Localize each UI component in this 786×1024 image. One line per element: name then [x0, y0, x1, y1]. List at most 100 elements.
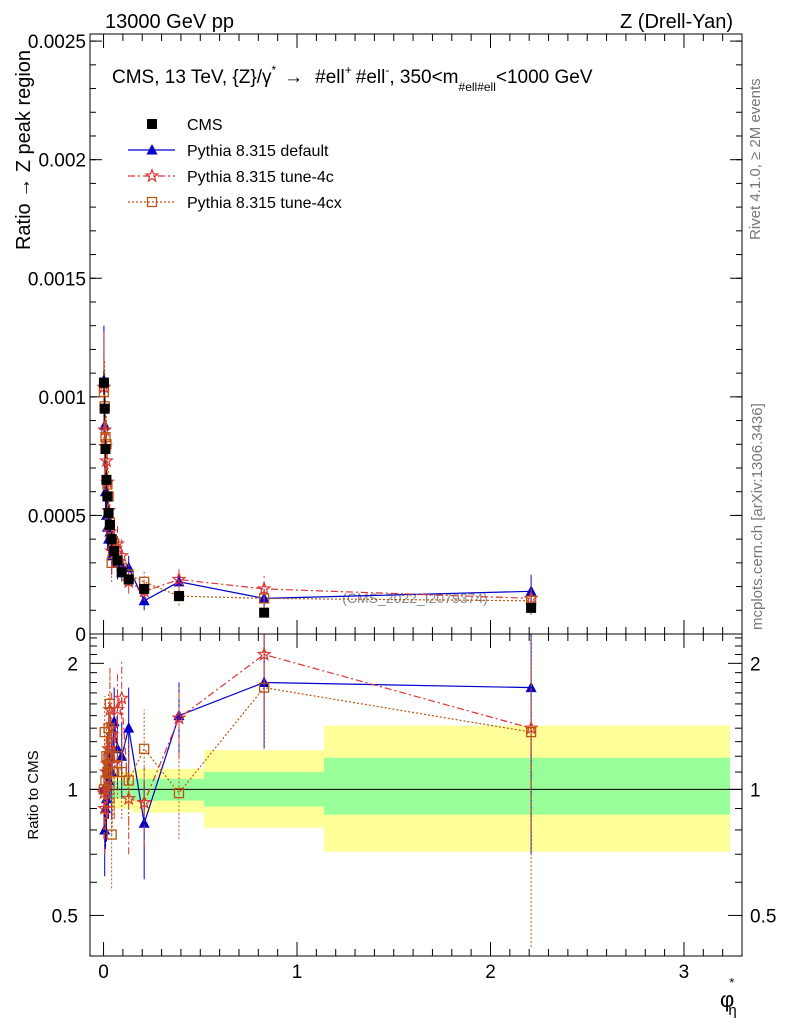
ratio-y-label: Ratio to CMS — [25, 750, 42, 839]
legend-marker-default — [146, 144, 158, 155]
ratio-point-default — [173, 709, 185, 721]
main-point-cms — [104, 519, 115, 530]
legend-label-default: Pythia 8.315 default — [187, 143, 329, 160]
ratio-point-tune4c — [136, 794, 152, 810]
main-y-tick-label: 0.001 — [38, 388, 86, 409]
main-point-cms — [102, 491, 113, 502]
main-point-cms — [98, 377, 109, 388]
ratio-point-tune4cx — [139, 743, 150, 754]
ratio-point-default — [138, 817, 150, 828]
ratio-y-tick-label-right: 2 — [750, 654, 761, 675]
ratio-y-tick-label-right: 0.5 — [750, 906, 776, 927]
main-point-cms — [109, 545, 120, 556]
main-point-tune4c — [171, 571, 187, 586]
title-mid: , 350<m — [389, 67, 458, 88]
ratio-point-tune4c — [97, 781, 114, 796]
main-y-axis: 0 0.0005 0.001 0.0015 0.002 0.0025 — [28, 32, 742, 646]
ratio-point-tune4c — [256, 646, 272, 661]
ratio-point-tune4cx — [525, 726, 537, 738]
legend-marker-tune4cx — [146, 196, 158, 208]
ratio-point-tune4cx — [106, 829, 117, 840]
ratio-point-tune4cx — [109, 766, 120, 778]
main-title: CMS, 13 TeV, {Z}/γ* → #ell+ #ell-, 350<m#el… — [112, 63, 593, 94]
ratio-point-tune4c — [171, 710, 187, 725]
ratio-x-label: φ* η — [720, 975, 737, 1019]
ratio-point-tune4cx — [104, 698, 116, 710]
ratio-y-tick-label: 2 — [67, 654, 78, 675]
header-left: 13000 GeV pp — [105, 11, 234, 33]
main-series-cms — [98, 370, 537, 618]
title-arrow: → — [284, 67, 303, 88]
ratio-frame — [89, 633, 743, 957]
main-point-cms — [99, 403, 110, 414]
main-point-cms — [101, 474, 112, 485]
ratio-y-tick-label: 1 — [67, 780, 78, 801]
legend: CMS Pythia 8.315 default Pythia 8.315 tune… — [128, 117, 342, 212]
main-point-cms — [173, 591, 184, 602]
main-y-tick-label: 0.002 — [38, 151, 86, 172]
xlabel-eta: η — [728, 1002, 736, 1019]
legend-label-cms: CMS — [187, 117, 223, 134]
rivet-label: Rivet 4.1.0, ≥ 2M events — [747, 78, 764, 240]
main-point-cms — [100, 444, 111, 455]
main-y-tick-label: 0.0015 — [28, 269, 86, 290]
ratio-point-tune4c — [114, 690, 130, 705]
title-star: * — [271, 63, 276, 77]
main-point-cms — [106, 534, 117, 545]
main-plot-area — [89, 33, 743, 635]
ratio-data-layer — [96, 634, 539, 948]
xlabel-star: * — [729, 975, 734, 990]
main-y-label: Ratio → Z peak region — [13, 50, 35, 250]
main-point-cms — [259, 607, 270, 618]
title-minus: - — [385, 63, 389, 77]
ratio-y-axis: 0.5 0.5 1 1 2 2 — [52, 637, 776, 927]
ratio-x-tick-label: 2 — [485, 962, 496, 983]
xlabel-phi: φ — [720, 987, 734, 1012]
main-point-cms — [116, 567, 127, 578]
ratio-point-tune4c — [97, 800, 113, 815]
title-plus: + — [345, 63, 352, 77]
ratio-point-tune4cx — [123, 775, 134, 786]
ratio-x-axis: 0 1 2 3 — [98, 634, 724, 983]
ratio-band-inner — [324, 757, 730, 815]
ratio-point-default — [123, 722, 135, 733]
mcplots-label: mcplots.cern.ch [arXiv:1306.3436] — [749, 403, 766, 630]
header-right: Z (Drell-Yan) — [620, 11, 733, 33]
ratio-line-tune4cx — [103, 686, 532, 835]
main-point-tune4c — [98, 453, 114, 468]
main-y-tick-label: 0.0005 — [28, 506, 86, 527]
legend-marker-tune4c — [144, 168, 160, 183]
title-main: CMS, 13 TeV, {Z}/γ — [112, 67, 272, 88]
ratio-point-tune4cx — [103, 723, 114, 734]
main-point-cms — [139, 583, 150, 594]
title-tail: <1000 GeV — [496, 67, 593, 88]
main-y-tick-label: 0.0025 — [28, 32, 86, 53]
ratio-x-tick-label: 1 — [292, 962, 303, 983]
legend-marker-cms — [147, 119, 157, 129]
ratio-point-tune4cx — [102, 766, 113, 778]
main-x-axis — [103, 34, 724, 634]
main-point-cms — [103, 508, 114, 519]
title-ell2: #ell — [356, 67, 386, 88]
title-ell1: #ell — [315, 67, 345, 88]
ratio-line-tune4c — [103, 653, 532, 809]
ratio-panel: 0.5 0.5 1 1 2 2 0 1 2 3 Ratio to CMS φ* η — [25, 633, 776, 1019]
main-y-tick-label: 0 — [75, 625, 86, 646]
ratio-series-tune4cx — [98, 636, 537, 948]
legend-label-tune4c: Pythia 8.315 tune-4c — [187, 169, 334, 186]
ratio-point-tune4cx — [101, 751, 112, 762]
ratio-point-tune4cx — [116, 766, 127, 778]
main-point-cms — [526, 602, 537, 613]
main-point-cms — [112, 555, 123, 566]
ratio-x-tick-label: 3 — [679, 962, 690, 983]
ratio-point-tune4cx — [112, 751, 123, 762]
main-point-tune4cx — [258, 593, 270, 604]
main-data-layer — [96, 325, 539, 618]
ratio-point-tune4cx — [173, 787, 185, 799]
legend-label-tune4cx: Pythia 8.315 tune-4cx — [187, 195, 342, 212]
main-point-cms — [123, 574, 134, 585]
ratio-y-tick-label: 0.5 — [52, 906, 78, 927]
ratio-x-tick-label: 0 — [98, 962, 109, 983]
